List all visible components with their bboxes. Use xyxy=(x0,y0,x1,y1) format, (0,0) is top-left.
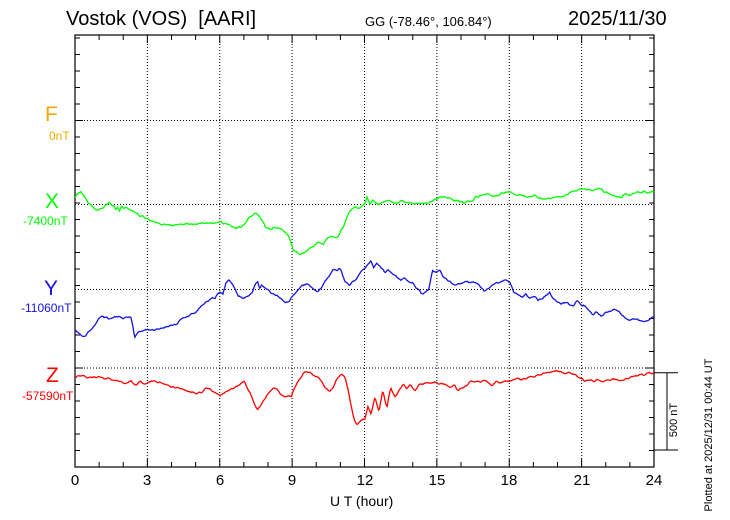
svg-text:500 nT: 500 nT xyxy=(668,403,680,438)
svg-text:Plotted at 2025/12/31 00:44 UT: Plotted at 2025/12/31 00:44 UT xyxy=(703,358,715,511)
